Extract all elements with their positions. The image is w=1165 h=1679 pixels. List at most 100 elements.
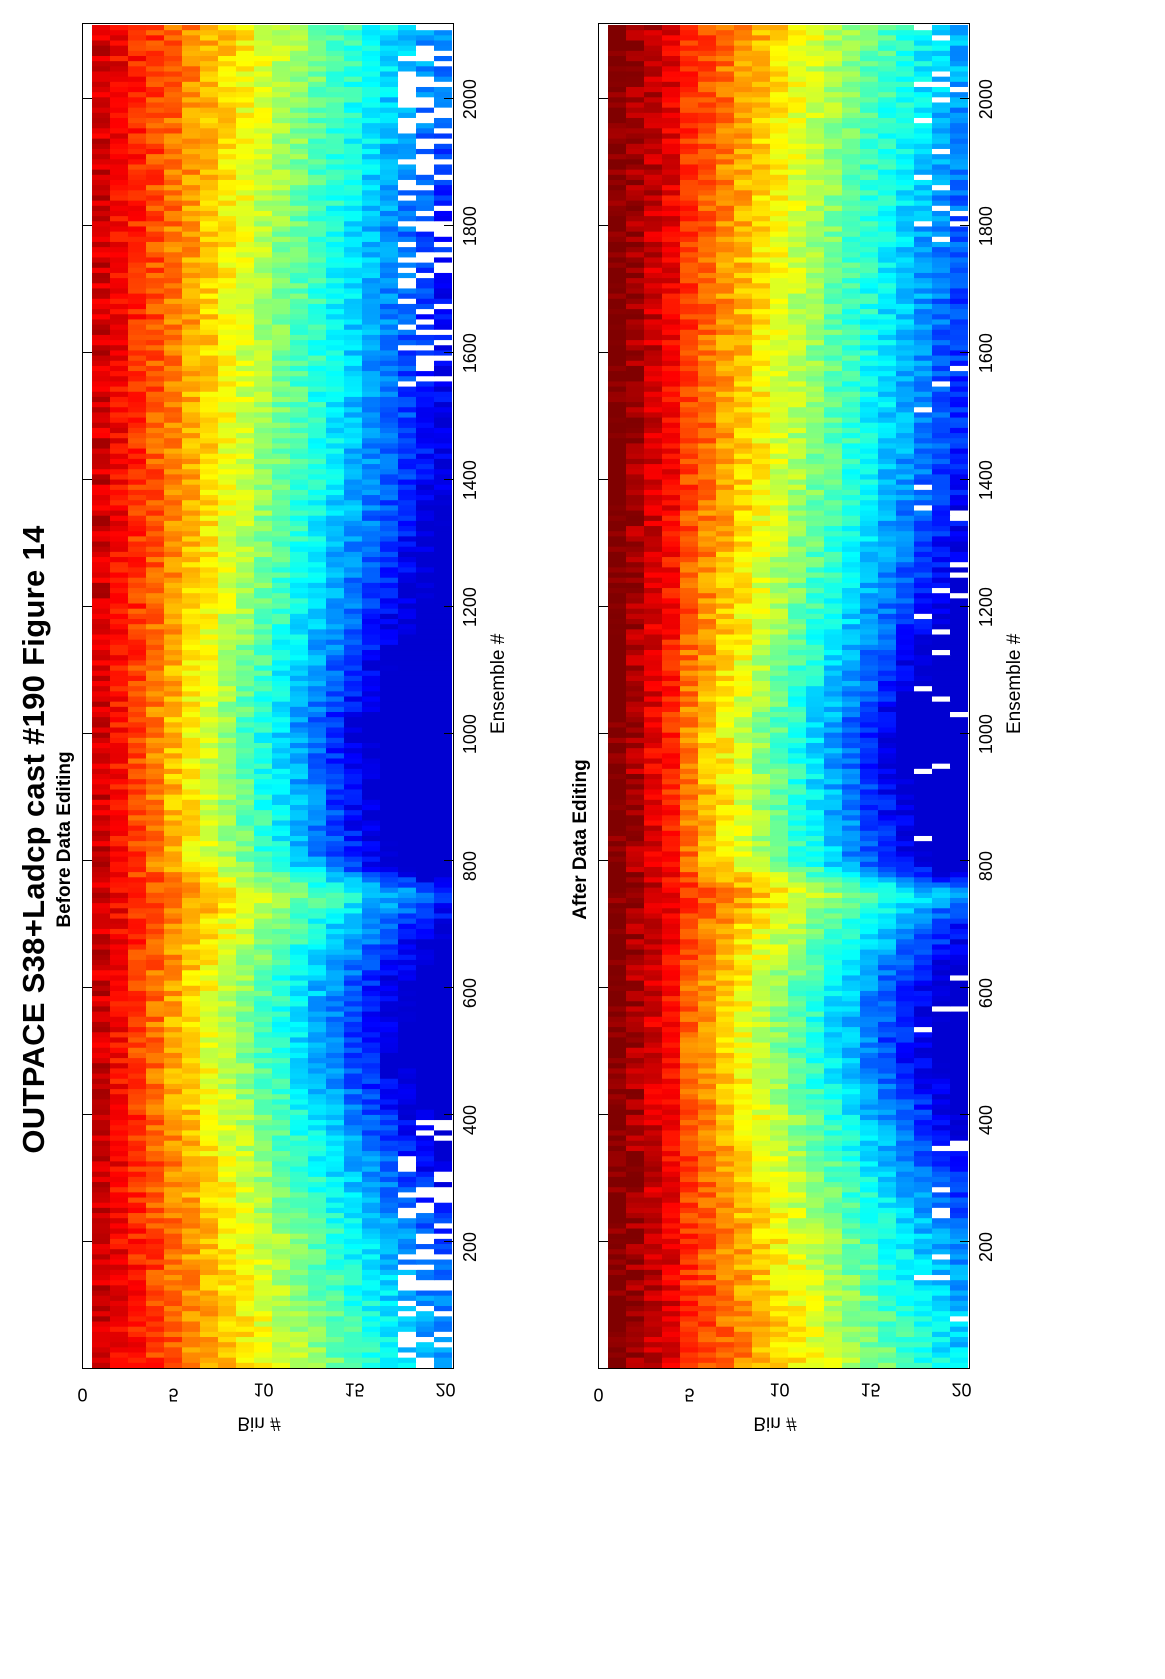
heatmap-cell bbox=[110, 1336, 129, 1343]
heatmap-cell bbox=[218, 225, 237, 232]
heatmap-cell bbox=[236, 979, 255, 986]
heatmap-cell bbox=[416, 1320, 435, 1327]
heatmap-cell bbox=[218, 881, 237, 888]
heatmap-cell bbox=[362, 308, 381, 315]
heatmap-cell bbox=[110, 871, 129, 878]
heatmap-cell bbox=[146, 1284, 165, 1291]
heatmap-cell bbox=[164, 654, 183, 661]
heatmap-cell bbox=[290, 1336, 309, 1343]
heatmap-cell bbox=[164, 478, 183, 485]
heatmap-cell bbox=[164, 814, 183, 821]
heatmap-cell bbox=[146, 107, 165, 113]
heatmap-cell bbox=[254, 933, 273, 940]
heatmap-cell bbox=[272, 96, 291, 103]
heatmap-cell bbox=[416, 1227, 435, 1234]
heatmap-cell bbox=[344, 1150, 363, 1157]
heatmap-cell bbox=[164, 1171, 183, 1177]
heatmap-cell bbox=[110, 887, 129, 893]
heatmap-cell bbox=[290, 721, 309, 728]
heatmap-cell bbox=[92, 1088, 111, 1095]
heatmap-cell bbox=[236, 96, 255, 103]
heatmap-cell bbox=[434, 737, 452, 743]
heatmap-cell bbox=[164, 985, 183, 991]
heatmap-cell bbox=[434, 628, 452, 635]
heatmap-cell bbox=[110, 1331, 129, 1338]
heatmap-cell bbox=[344, 1196, 363, 1203]
heatmap-cell bbox=[434, 1253, 452, 1260]
heatmap-cell bbox=[164, 246, 183, 253]
heatmap-cell bbox=[218, 220, 237, 227]
heatmap-cell bbox=[110, 778, 129, 785]
heatmap-cell bbox=[128, 1253, 147, 1260]
heatmap-cell bbox=[146, 861, 165, 867]
heatmap-cell bbox=[200, 571, 219, 578]
heatmap-cell bbox=[272, 1186, 291, 1193]
heatmap-cell bbox=[128, 1036, 147, 1043]
heatmap-cell bbox=[182, 1078, 201, 1084]
heatmap-cell bbox=[146, 163, 165, 170]
heatmap-cell bbox=[290, 416, 309, 423]
heatmap-cell bbox=[146, 1202, 165, 1208]
heatmap-cell bbox=[416, 613, 435, 620]
heatmap-cell bbox=[344, 794, 363, 800]
heatmap-cell bbox=[416, 737, 435, 743]
heatmap-cell bbox=[110, 747, 129, 754]
heatmap-cell bbox=[326, 153, 345, 160]
heatmap-cell bbox=[182, 370, 201, 377]
heatmap-cell bbox=[362, 1331, 381, 1338]
heatmap-cell bbox=[434, 122, 452, 129]
heatmap-cell bbox=[398, 1010, 417, 1017]
heatmap-cell bbox=[380, 494, 399, 501]
heatmap-cell bbox=[146, 1217, 165, 1224]
heatmap-cell bbox=[344, 670, 363, 676]
heatmap-cell bbox=[326, 411, 345, 418]
heatmap-cell bbox=[128, 861, 147, 867]
heatmap-cell bbox=[398, 577, 417, 583]
heatmap-cell bbox=[254, 1072, 273, 1079]
heatmap-cell bbox=[128, 778, 147, 785]
heatmap-cell bbox=[308, 540, 327, 547]
heatmap-cell bbox=[434, 308, 452, 315]
heatmap-cell bbox=[200, 830, 219, 836]
heatmap-cell bbox=[272, 628, 291, 635]
heatmap-cell bbox=[254, 1119, 273, 1126]
heatmap-cell bbox=[92, 1145, 111, 1152]
heatmap-cell bbox=[182, 323, 201, 330]
heatmap-cell bbox=[362, 943, 381, 950]
heatmap-cell bbox=[380, 112, 399, 118]
heatmap-cell bbox=[380, 602, 399, 609]
heatmap-cell bbox=[182, 1145, 201, 1152]
heatmap-cell bbox=[344, 654, 363, 661]
heatmap-cell bbox=[362, 112, 381, 118]
heatmap-cell bbox=[128, 1357, 147, 1363]
heatmap-cell bbox=[92, 721, 111, 728]
heatmap-cell bbox=[146, 1052, 165, 1059]
heatmap-cell bbox=[308, 830, 327, 836]
heatmap-cell bbox=[344, 525, 363, 532]
heatmap-cell bbox=[398, 81, 417, 87]
heatmap-cell bbox=[434, 1243, 452, 1250]
heatmap-cell bbox=[344, 773, 363, 780]
heatmap-cell bbox=[344, 225, 363, 232]
heatmap-cell bbox=[236, 716, 255, 723]
heatmap-cell bbox=[362, 1150, 381, 1157]
heatmap-cell bbox=[416, 1357, 435, 1363]
heatmap-cell bbox=[362, 334, 381, 341]
heatmap-cell bbox=[218, 442, 237, 449]
heatmap-cell bbox=[128, 447, 147, 454]
heatmap-cell bbox=[398, 158, 417, 165]
heatmap-cell bbox=[434, 205, 452, 211]
heatmap-cell bbox=[182, 1222, 201, 1229]
heatmap-cell bbox=[380, 323, 399, 330]
heatmap-cell bbox=[164, 830, 183, 836]
heatmap-cell bbox=[146, 881, 165, 888]
heatmap-cell bbox=[182, 385, 201, 392]
heatmap-cell bbox=[398, 468, 417, 475]
heatmap-cell bbox=[164, 406, 183, 413]
heatmap-cell bbox=[398, 277, 417, 284]
heatmap-cell bbox=[416, 179, 435, 186]
heatmap-cell bbox=[146, 349, 165, 356]
heatmap-cell bbox=[290, 525, 309, 532]
heatmap-cell bbox=[92, 344, 111, 351]
heatmap-cell bbox=[200, 835, 219, 842]
